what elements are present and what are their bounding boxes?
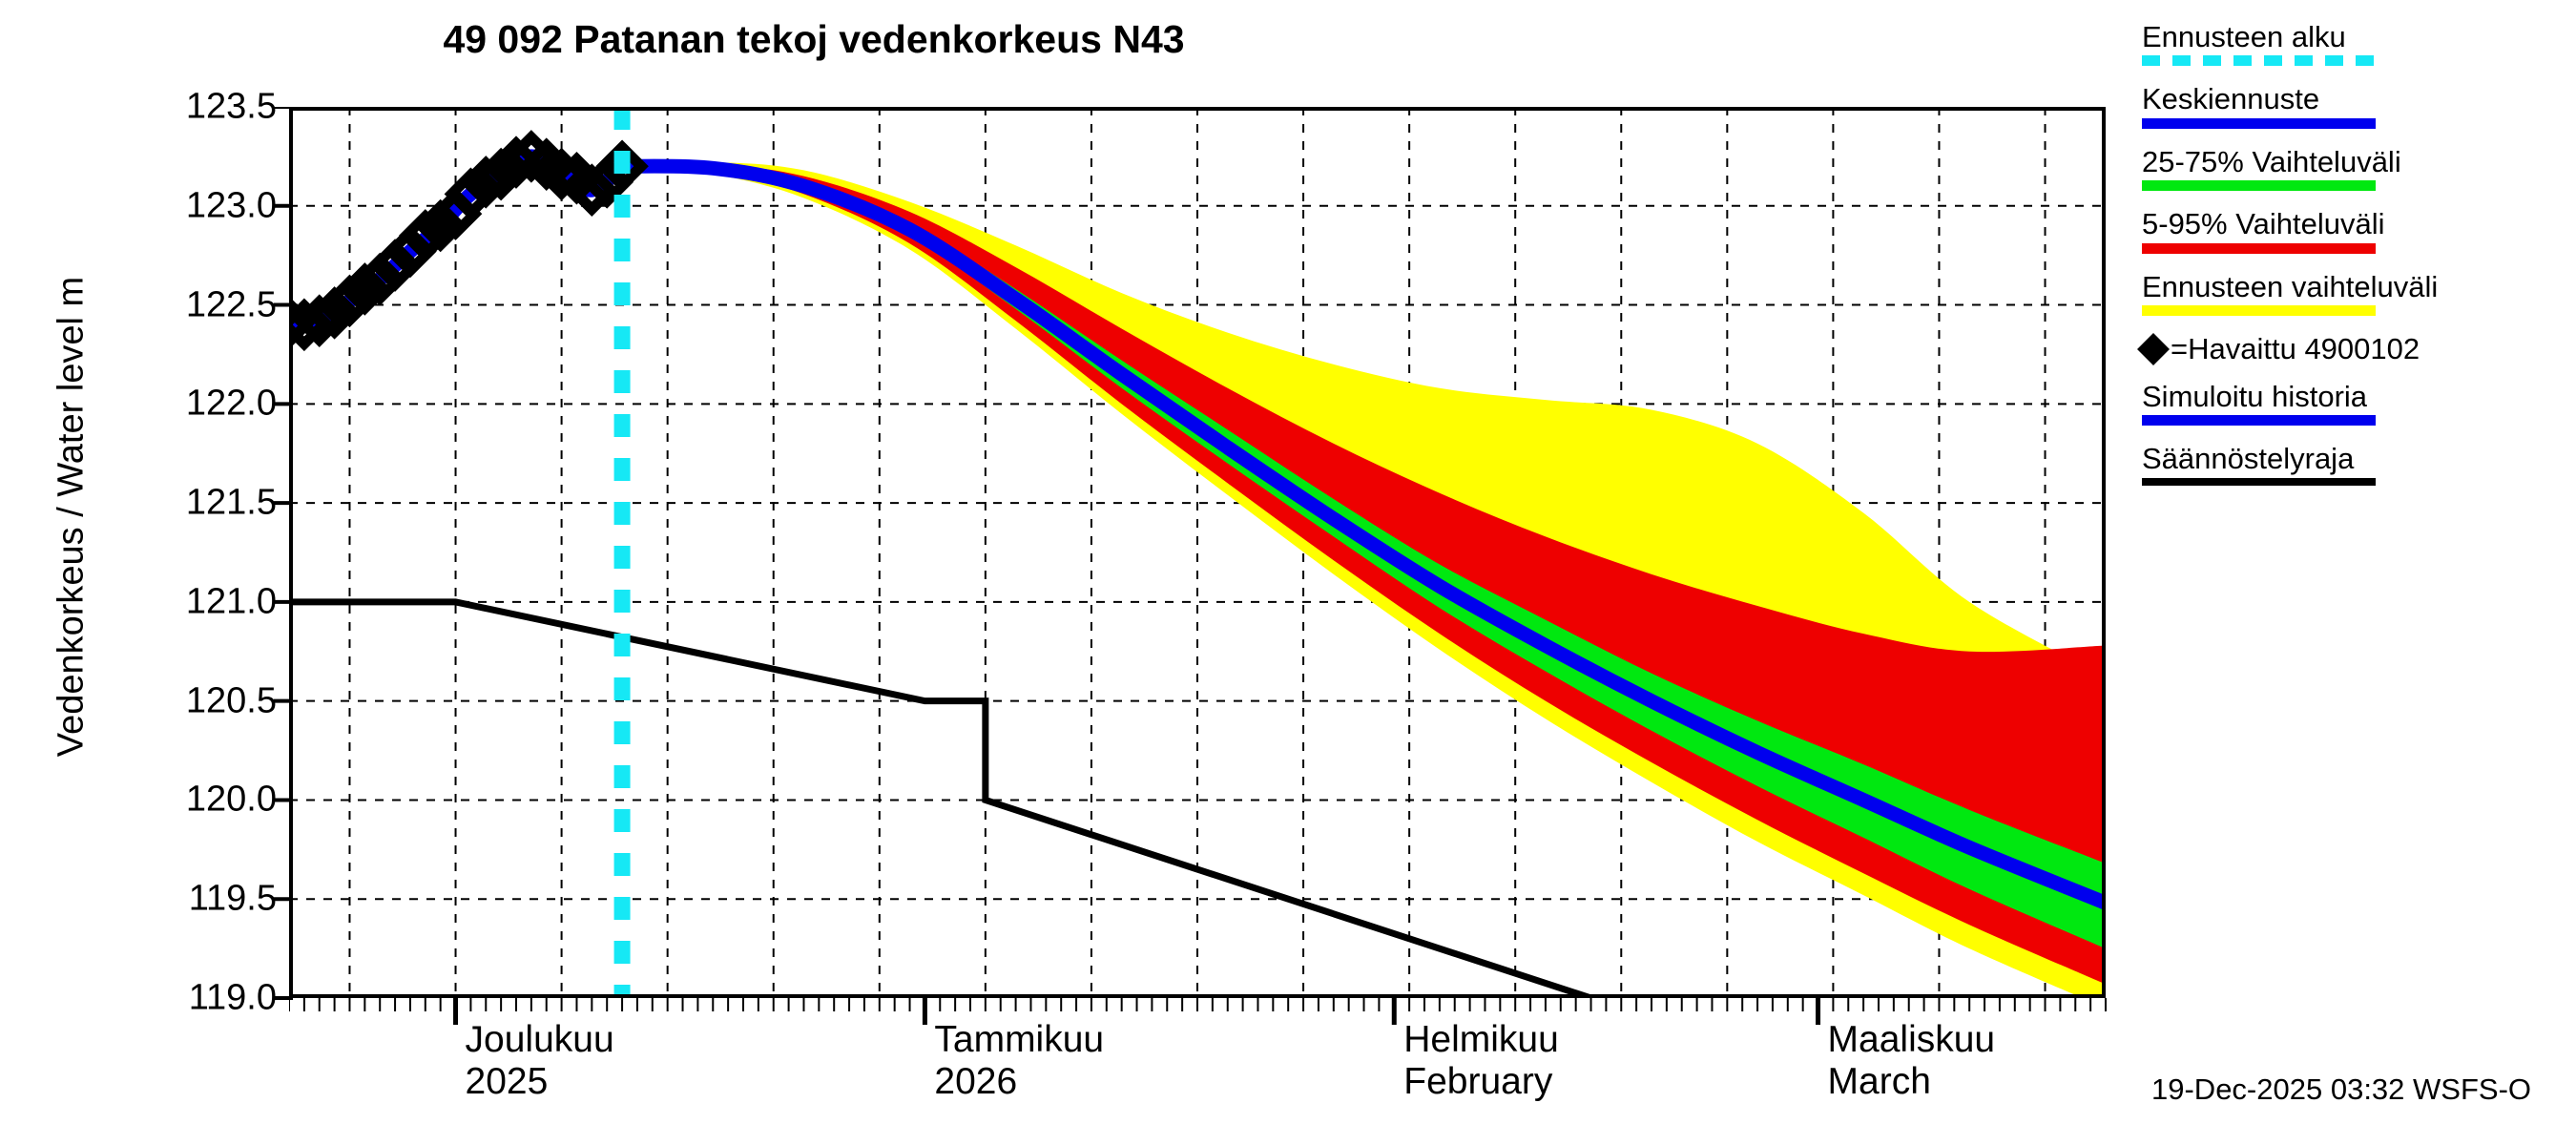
legend-item: =Havaittu 4900102 (2137, 332, 2562, 366)
legend-label: 5-95% Vaihteluväli (2142, 207, 2385, 241)
legend-swatch (2142, 180, 2376, 192)
median-forecast-line (614, 158, 2106, 910)
plot-frame (289, 107, 2106, 998)
legend-swatch (2142, 477, 2376, 486)
legend-swatch (2142, 55, 2376, 67)
y-axis-tick-labels: 119.0 119.5 120.0 120.5 121.0 121.5 122.0 122.5… (0, 0, 277, 1145)
y-tick-label: 121.0 (185, 581, 277, 622)
y-tick-label: 122.5 (185, 284, 277, 325)
legend-swatch (2142, 117, 2376, 129)
legend-item: Säännöstelyraja (2142, 442, 2562, 486)
legend-item: 25-75% Vaihteluväli (2142, 144, 2562, 192)
legend-item: Ennusteen alku (2142, 20, 2562, 67)
y-tick-label: 119.5 (188, 878, 277, 919)
x-tick-label: Tammikuu 2026 (934, 1019, 1105, 1102)
legend-item: Ennusteen vaihteluväli (2142, 269, 2562, 317)
legend-label: Säännöstelyraja (2142, 442, 2355, 476)
y-tick-label: 119.0 (188, 977, 277, 1018)
diamond-icon (2137, 333, 2170, 366)
plot-area (289, 107, 2106, 998)
legend-label: =Havaittu 4900102 (2171, 332, 2420, 366)
y-tick-label: 121.5 (185, 482, 277, 523)
y-tick-label: 123.5 (185, 86, 277, 127)
y-tick-label: 120.0 (185, 779, 277, 820)
x-axis-ticks (289, 998, 2107, 1025)
legend-swatch (2142, 415, 2376, 427)
regulation-limit-line (289, 598, 1592, 998)
footer-timestamp: 19-Dec-2025 03:32 WSFS-O (2151, 1072, 2532, 1106)
legend-label: Ennusteen vaihteluväli (2142, 269, 2439, 303)
y-axis-ticks (274, 107, 293, 1000)
legend-label: Keskiennuste (2142, 82, 2320, 116)
legend-item: Simuloitu historia (2142, 379, 2562, 427)
observed-markers (289, 130, 649, 352)
y-tick-label: 122.0 (185, 383, 277, 424)
y-tick-label: 120.5 (185, 680, 277, 721)
x-tick-label: Maaliskuu March (1827, 1019, 1996, 1102)
x-tick-label: Joulukuu 2025 (465, 1019, 614, 1102)
legend: Ennusteen alku Keskiennuste 25-75% Vaihtel… (2137, 20, 2562, 503)
forecast-bands (622, 162, 2106, 998)
legend-item: Keskiennuste (2142, 82, 2562, 129)
plot-svg (289, 107, 2106, 998)
legend-item: 5-95% Vaihteluväli (2142, 207, 2562, 254)
page-title: 49 092 Patanan tekoj vedenkorkeus N43 (443, 17, 1185, 61)
legend-label: 25-75% Vaihteluväli (2142, 144, 2401, 178)
legend-swatch (2142, 242, 2376, 254)
legend-label: Ennusteen alku (2142, 20, 2346, 53)
y-tick-label: 123.0 (185, 185, 277, 226)
x-tick-label: Helmikuu February (1403, 1019, 1559, 1102)
legend-swatch (2142, 305, 2376, 317)
legend-label: Simuloitu historia (2142, 379, 2368, 413)
